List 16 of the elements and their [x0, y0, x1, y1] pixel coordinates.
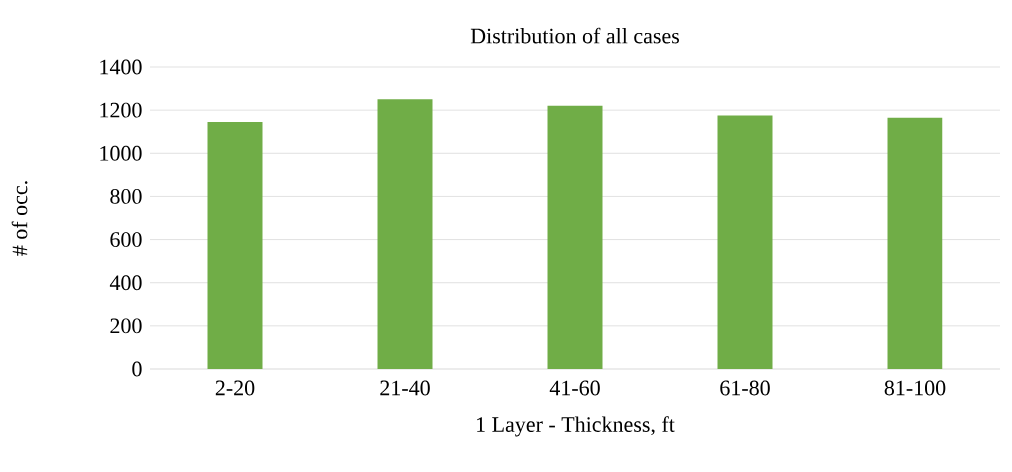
y-tick-label: 600 — [110, 232, 142, 247]
y-tick-label: 0 — [132, 361, 142, 377]
x-tick-label: 41-60 — [549, 380, 600, 396]
chart-title: Distribution of all cases — [470, 27, 679, 44]
y-tick-label: 800 — [110, 189, 142, 204]
x-tick-label: 2-20 — [215, 380, 255, 396]
y-tick-label: 1000 — [100, 145, 142, 161]
x-tick-label: 81-100 — [884, 380, 946, 396]
x-tick-label: 61-80 — [720, 380, 770, 396]
y-tick-label: 1200 — [100, 102, 142, 118]
y-tick-label: 400 — [109, 275, 142, 291]
y-axis-title: # of occ. — [11, 181, 28, 256]
x-axis-title: 1 Layer - Thickness, ft — [477, 416, 675, 437]
y-tick-label: 200 — [110, 318, 142, 334]
x-tick-label: 21-40 — [380, 380, 430, 396]
y-tick-label: 1400 — [100, 59, 142, 75]
